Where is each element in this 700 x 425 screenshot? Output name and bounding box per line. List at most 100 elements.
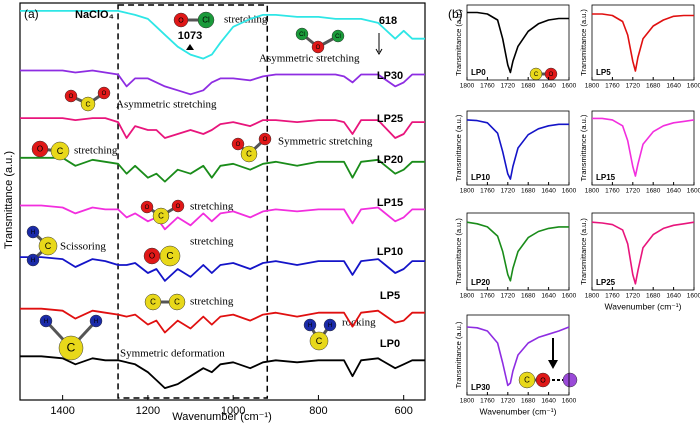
spectrum-line bbox=[466, 221, 569, 282]
atom-label: O bbox=[69, 94, 74, 100]
atom bbox=[173, 12, 189, 28]
y-axis-label: Transmittance (a.u.) bbox=[454, 114, 463, 181]
atom bbox=[311, 40, 325, 54]
series-label: LP25 bbox=[596, 278, 616, 287]
atom bbox=[197, 11, 215, 29]
y-axis-label: Transmittance (a.u.) bbox=[3, 151, 15, 249]
x-tick-label: 1800 bbox=[460, 398, 475, 405]
plot-frame bbox=[466, 212, 570, 291]
x-tick-label: 1760 bbox=[480, 188, 495, 195]
atom bbox=[97, 86, 111, 100]
atom-label: C bbox=[246, 150, 252, 159]
spectrum-line bbox=[20, 156, 425, 183]
spectrum-line bbox=[592, 117, 695, 177]
atom-label: C bbox=[57, 146, 64, 156]
annotation: stretching bbox=[190, 296, 234, 308]
atom bbox=[240, 145, 258, 163]
series-label: LP0 bbox=[471, 68, 486, 77]
x-tick-label: 1680 bbox=[646, 293, 661, 300]
spectrum-line bbox=[20, 355, 425, 389]
x-axis-label: Wavenumber (cm⁻¹) bbox=[605, 301, 682, 311]
annotation: Asymmetric stretching bbox=[116, 99, 217, 111]
atom-label: Cl bbox=[299, 32, 305, 38]
x-axis-label: Wavenumber (cm⁻¹) bbox=[480, 406, 557, 416]
x-tick-label: 1600 bbox=[562, 293, 577, 300]
atom-label: O bbox=[549, 72, 554, 78]
plot-frame bbox=[466, 314, 570, 396]
atom-label: C bbox=[534, 72, 539, 78]
atom-label: C bbox=[316, 336, 323, 346]
x-tick-label: 800 bbox=[309, 405, 327, 417]
atom-label: C bbox=[524, 376, 530, 385]
x-tick-label: 1600 bbox=[562, 398, 577, 405]
annotation: stretching bbox=[190, 201, 234, 213]
spectrum-line bbox=[20, 307, 425, 334]
plot-frame bbox=[591, 110, 695, 186]
annotation: Scissoring bbox=[60, 241, 106, 253]
atom-label: H bbox=[44, 319, 48, 325]
x-tick-label: 1680 bbox=[646, 188, 661, 195]
atom bbox=[295, 27, 309, 41]
atom-label: H bbox=[328, 323, 332, 329]
atom bbox=[159, 245, 181, 267]
atom-label: O bbox=[102, 91, 107, 97]
series-label: LP15 bbox=[596, 173, 616, 182]
atom bbox=[26, 225, 40, 239]
spectrum-line bbox=[592, 13, 694, 72]
atom-label: Cl bbox=[335, 34, 341, 40]
annotation: stretching bbox=[74, 145, 118, 157]
x-tick-label: 1640 bbox=[541, 83, 556, 90]
x-tick-label: 1720 bbox=[501, 398, 516, 405]
arrow bbox=[186, 44, 194, 50]
x-tick-label: 1720 bbox=[501, 83, 516, 90]
y-axis-label: Transmittance (a.u.) bbox=[579, 218, 588, 285]
series-label: LP20 bbox=[377, 154, 403, 166]
atom-label: Cl bbox=[202, 16, 210, 25]
atom-label: H bbox=[31, 230, 35, 236]
series-label: LP15 bbox=[377, 197, 403, 209]
spectrum-line bbox=[20, 204, 425, 231]
atom bbox=[258, 132, 272, 146]
atom bbox=[50, 141, 70, 161]
annotation: rocking bbox=[342, 317, 376, 329]
series-label: LP30 bbox=[377, 70, 403, 82]
atom-label: H bbox=[94, 319, 98, 325]
spectrum-line bbox=[466, 119, 569, 180]
atom-label: O bbox=[37, 145, 43, 154]
atom bbox=[152, 207, 170, 225]
atom bbox=[331, 29, 345, 43]
atom-label: C bbox=[85, 101, 90, 108]
x-tick-label: 600 bbox=[395, 405, 413, 417]
panel-label: (b) bbox=[448, 7, 463, 21]
x-tick-label: 1800 bbox=[460, 83, 475, 90]
series-label: LP30 bbox=[471, 383, 491, 392]
x-tick-label: 1600 bbox=[562, 83, 577, 90]
x-tick-label: 1640 bbox=[666, 293, 681, 300]
spectrum-line bbox=[466, 326, 570, 387]
spectrum-line bbox=[20, 256, 425, 282]
atom bbox=[64, 89, 78, 103]
x-tick-label: 1680 bbox=[646, 83, 661, 90]
x-tick-label: 1400 bbox=[50, 405, 74, 417]
atom bbox=[562, 372, 578, 388]
annotation: Symmetric stretching bbox=[278, 136, 373, 148]
x-tick-label: 1800 bbox=[460, 188, 475, 195]
series-label: LP20 bbox=[471, 278, 491, 287]
y-axis-label: Transmittance (a.u.) bbox=[454, 218, 463, 285]
series-label: NaClO₄ bbox=[75, 9, 114, 21]
atom bbox=[80, 96, 96, 112]
plot-frame bbox=[591, 4, 695, 81]
annotation: stretching bbox=[190, 236, 234, 248]
atom-label: O bbox=[176, 204, 181, 210]
x-tick-label: 1760 bbox=[605, 293, 620, 300]
x-tick-label: 1720 bbox=[501, 293, 516, 300]
x-axis-label: Wavenumber (cm⁻¹) bbox=[172, 411, 272, 423]
x-tick-label: 1760 bbox=[605, 188, 620, 195]
arrow bbox=[375, 48, 383, 55]
atom bbox=[171, 199, 185, 213]
x-tick-label: 1760 bbox=[480, 398, 495, 405]
x-tick-label: 1640 bbox=[541, 398, 556, 405]
atom-label: C bbox=[150, 298, 156, 307]
spectrum-line bbox=[467, 11, 569, 74]
